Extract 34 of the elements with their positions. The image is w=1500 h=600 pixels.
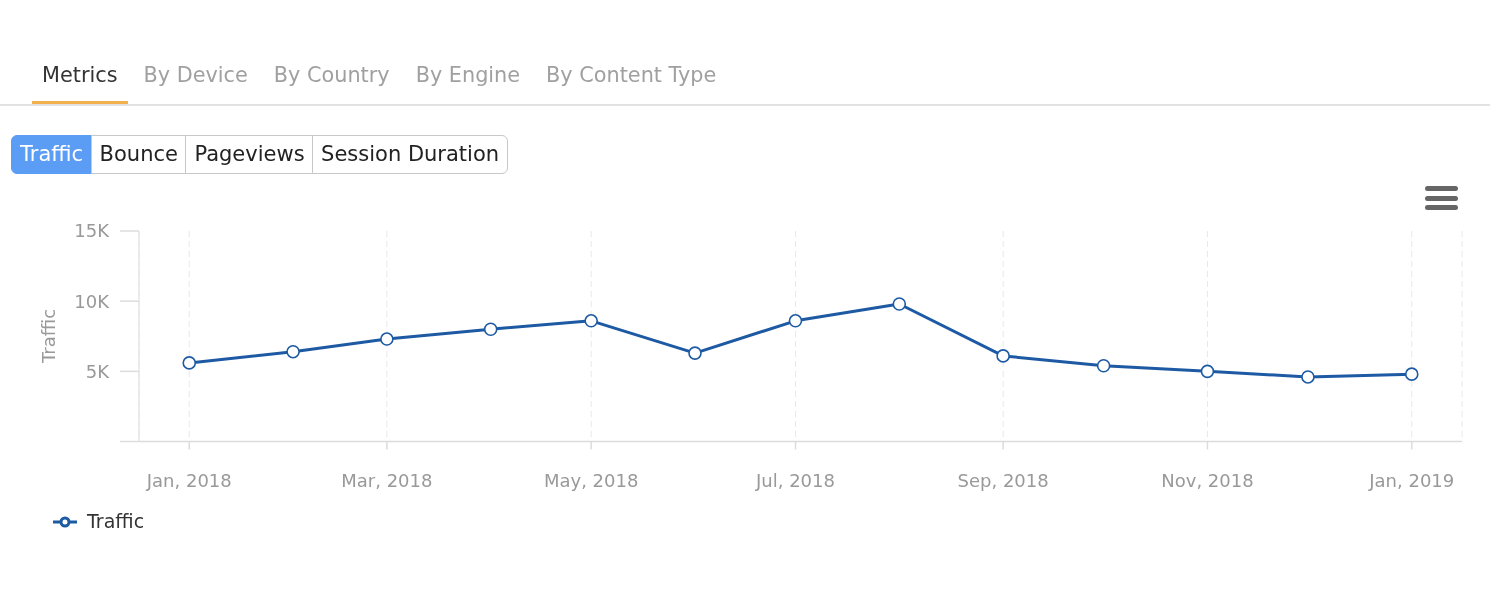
point — [1200, 364, 1215, 379]
text: Session Duration — [321, 142, 500, 166]
legend-label: Traffic — [86, 509, 145, 532]
point — [1404, 367, 1419, 381]
y-tick-label: 10K — [74, 290, 111, 312]
x-tick-label: Jan, 2018 — [145, 470, 232, 492]
text: By Engine — [415, 63, 521, 87]
point — [584, 314, 598, 328]
x-tick-label: Nov, 2018 — [1161, 470, 1254, 492]
y-axis-title: Traffic — [37, 308, 59, 364]
x-tick-label: May, 2018 — [543, 470, 639, 492]
x-tick-label: Sep, 2018 — [957, 470, 1049, 492]
point — [688, 346, 702, 360]
x-tick-label: Jan, 2019 — [1368, 470, 1455, 492]
point — [182, 356, 197, 370]
point — [996, 349, 1010, 363]
point — [380, 332, 394, 346]
point — [1301, 370, 1315, 384]
text: By Content Type — [546, 63, 717, 87]
y-tick-label: 15K — [74, 220, 111, 242]
text: By Device — [143, 63, 248, 87]
x-tick-label: Jul, 2018 — [754, 470, 835, 492]
y-tick-label: 5K — [85, 360, 111, 382]
text: By Country — [273, 63, 390, 87]
x-tick-label: Mar, 2018 — [341, 470, 433, 492]
text: Traffic — [20, 142, 84, 166]
point — [892, 297, 907, 311]
text: Pageviews — [194, 142, 305, 166]
point — [1096, 358, 1111, 373]
point — [286, 344, 300, 359]
point — [788, 314, 803, 328]
text: Bounce — [99, 142, 178, 166]
text: Metrics — [42, 63, 118, 87]
point — [483, 322, 498, 337]
